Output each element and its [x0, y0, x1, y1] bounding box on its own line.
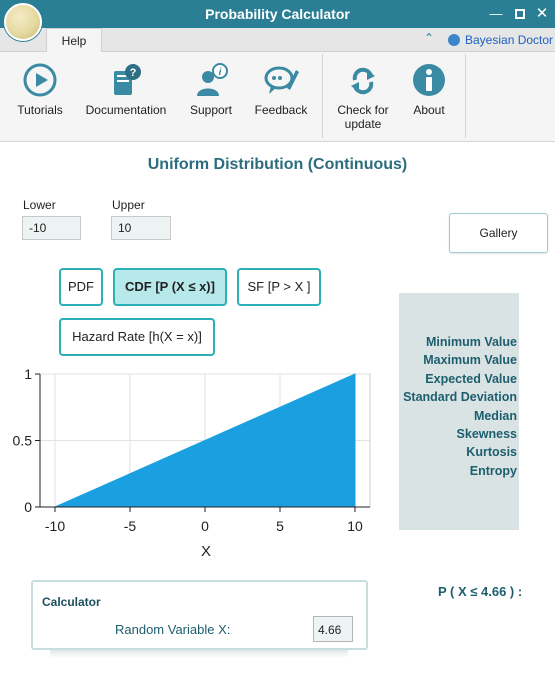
ribbon: Tutorials ? Documentation i Support Feed… [0, 52, 555, 142]
maximize-icon [515, 9, 525, 19]
stat-kurtosis: Kurtosis [466, 445, 517, 459]
svg-text:i: i [219, 67, 222, 78]
statistics-panel: Minimum Value Maximum Value Expected Val… [399, 293, 519, 530]
feedback-label: Feedback [254, 103, 308, 117]
user-icon [448, 34, 460, 46]
tab-help[interactable]: Help [46, 28, 102, 52]
close-button[interactable]: ✕ [535, 5, 549, 22]
probability-result-label: P ( X ≤ 4.66 ) : [438, 584, 523, 599]
stat-minimum-value: Minimum Value [426, 335, 517, 349]
user-name: Bayesian Doctor [465, 33, 554, 47]
x-tick-label: 10 [347, 518, 363, 534]
tutorials-label: Tutorials [17, 103, 63, 117]
title-bar: Probability Calculator — ✕ [0, 0, 555, 28]
collapse-ribbon-icon[interactable]: ⌃ [424, 31, 435, 45]
x-tick-label: -5 [124, 518, 137, 534]
documentation-label: Documentation [85, 103, 167, 117]
upper-input[interactable]: 10 [111, 216, 171, 240]
x-tick-label: 5 [276, 518, 284, 534]
user-account-link[interactable]: Bayesian Doctor [448, 33, 553, 47]
x-tick-label: -10 [45, 518, 65, 534]
calculator-title: Calculator [42, 595, 101, 609]
refresh-icon [345, 62, 381, 98]
pdf-button[interactable]: PDF [59, 268, 103, 306]
minimize-button[interactable]: — [489, 6, 503, 21]
random-variable-label: Random Variable X: [115, 622, 231, 637]
distribution-heading: Uniform Distribution (Continuous) [147, 156, 408, 173]
stat-standard-deviation: Standard Deviation [403, 390, 517, 404]
tutorials-button[interactable]: Tutorials [14, 62, 66, 117]
cdf-button[interactable]: CDF [P (X ≤ x)] [113, 268, 227, 306]
ribbon-separator [322, 54, 323, 138]
support-label: Support [189, 103, 233, 117]
window-title: Probability Calculator [205, 6, 350, 22]
y-tick-label: 1 [24, 366, 32, 382]
lower-label: Lower [23, 198, 56, 212]
support-person-icon: i [193, 62, 229, 98]
stat-entropy: Entropy [469, 464, 517, 478]
y-tick-label: 0.5 [13, 433, 33, 449]
help-book-icon: ? [108, 62, 144, 98]
app-menu-orb[interactable] [4, 3, 42, 41]
ribbon-tab-strip: Help ⌃ Bayesian Doctor [0, 28, 555, 52]
upper-label: Upper [112, 198, 145, 212]
calculator-shadow [50, 650, 348, 658]
check-update-label-line1: Check for [337, 103, 389, 117]
check-update-button[interactable]: Check for update [334, 62, 392, 131]
feedback-chat-icon [263, 62, 299, 98]
random-variable-input[interactable]: 4.66 [313, 616, 353, 642]
stat-expected-value: Expected Value [425, 372, 517, 386]
svg-text:?: ? [130, 67, 137, 79]
gallery-button[interactable]: Gallery [449, 213, 548, 253]
y-tick-label: 0 [24, 499, 32, 515]
lower-input[interactable]: -10 [22, 216, 81, 240]
hazard-rate-button[interactable]: Hazard Rate [h(X = x)] [59, 318, 215, 356]
about-button[interactable]: About [407, 62, 451, 117]
support-button[interactable]: i Support [186, 62, 236, 117]
stat-median: Median [473, 409, 517, 423]
cdf-chart: -10 -5 0 5 10 0 0.5 1 X [13, 366, 371, 560]
info-icon [411, 62, 447, 98]
check-update-label-line2: update [344, 117, 382, 131]
feedback-button[interactable]: Feedback [253, 62, 309, 117]
maximize-button[interactable] [511, 5, 529, 23]
stat-maximum-value: Maximum Value [423, 353, 517, 367]
calculator-panel: Calculator Random Variable X: 4.66 [31, 580, 368, 650]
sf-button[interactable]: SF [P > X ] [237, 268, 321, 306]
about-label: About [413, 103, 445, 117]
stat-skewness: Skewness [456, 427, 517, 441]
play-icon [22, 62, 58, 98]
x-axis-label: X [201, 543, 211, 560]
documentation-button[interactable]: ? Documentation [84, 62, 168, 117]
x-tick-label: 0 [201, 518, 209, 534]
ribbon-separator [465, 54, 466, 138]
